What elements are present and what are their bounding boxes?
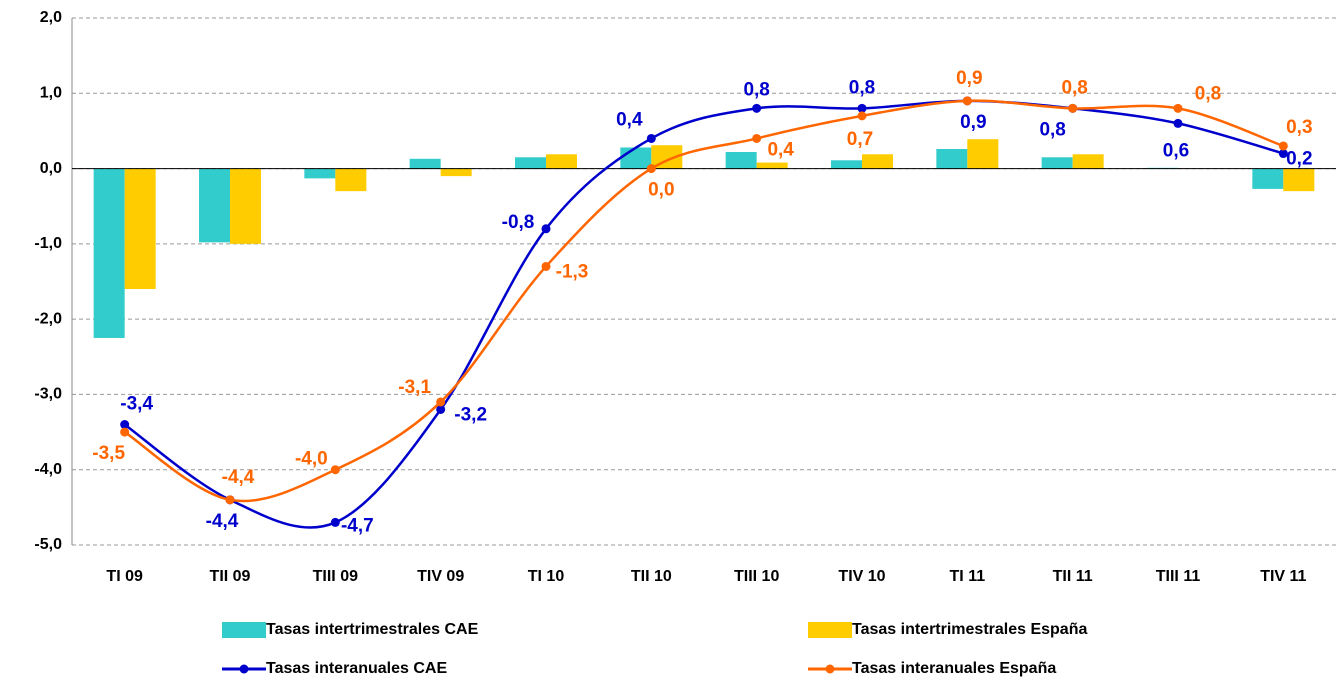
bar: [831, 160, 862, 169]
data-label: 0,9: [956, 68, 982, 89]
point: [1278, 149, 1288, 159]
x-tick-label: TIII 10: [734, 568, 779, 585]
point: [1173, 118, 1183, 128]
data-label: 0,8: [743, 79, 769, 100]
data-label: -4,4: [206, 511, 239, 532]
bar: [725, 152, 757, 169]
point: [1173, 103, 1183, 113]
point: [541, 224, 551, 234]
bar: [546, 154, 577, 169]
data-label: 0,3: [1286, 117, 1312, 138]
legend-swatch: [825, 664, 835, 674]
data-label: 0,8: [1061, 77, 1087, 98]
bar: [93, 168, 125, 338]
legend-swatch: [222, 622, 266, 638]
bar: [124, 168, 156, 290]
x-tick-label: TIII 11: [1156, 568, 1201, 585]
legend-label: Tasas intertrimestrales España: [852, 621, 1087, 638]
point: [752, 133, 762, 143]
bar: [967, 139, 999, 169]
data-label: -3,1: [398, 377, 431, 398]
y-tick-label: 2,0: [40, 9, 62, 26]
point: [1068, 103, 1078, 113]
point: [436, 397, 446, 407]
legend-swatch: [808, 622, 852, 638]
point: [225, 495, 235, 505]
bar: [304, 168, 336, 179]
bar: [335, 168, 367, 192]
legend-label: Tasas intertrimestrales CAE: [266, 621, 479, 638]
bar: [862, 154, 893, 169]
x-tick-label: TIII 09: [313, 568, 358, 585]
x-tick-label: TI 10: [528, 568, 565, 585]
x-tick-label: TIV 09: [417, 568, 464, 585]
y-tick-label: -1,0: [34, 235, 62, 252]
data-label: -3,5: [92, 443, 125, 464]
x-tick-label: TI 11: [950, 568, 986, 585]
y-tick-label: 0,0: [40, 160, 62, 177]
data-label: 0,7: [847, 129, 873, 150]
x-tick-label: TI 09: [106, 568, 143, 585]
point: [330, 517, 340, 527]
data-label: 0,8: [1039, 119, 1065, 140]
x-tick-label: TII 09: [210, 568, 251, 585]
y-tick-label: -3,0: [34, 386, 62, 403]
data-label: 0,6: [1163, 140, 1189, 161]
point: [962, 96, 972, 106]
point: [120, 427, 130, 437]
point: [857, 111, 867, 121]
bar: [936, 148, 968, 169]
point: [857, 103, 867, 113]
bar: [756, 162, 788, 169]
x-tick-label: TIV 10: [838, 568, 885, 585]
y-tick-label: 1,0: [40, 85, 62, 102]
bar: [651, 145, 683, 169]
data-label: -1,3: [556, 261, 589, 282]
y-tick-label: -2,0: [34, 310, 62, 327]
data-label: 0,8: [1195, 83, 1221, 104]
legend-swatch: [239, 664, 249, 674]
x-tick-label: TIV 11: [1260, 568, 1306, 585]
bar: [515, 157, 546, 169]
x-tick-label: TII 10: [631, 568, 672, 585]
point: [752, 103, 762, 113]
point: [541, 261, 551, 271]
point: [330, 465, 340, 475]
line: [123, 99, 1284, 503]
bar: [199, 168, 230, 243]
bar: [620, 147, 652, 169]
bar: [440, 168, 472, 177]
data-label: -3,4: [120, 394, 153, 415]
data-label: 0,2: [1286, 149, 1312, 170]
x-tick-label: TII 11: [1053, 568, 1093, 585]
bar: [409, 158, 441, 169]
data-label: -4,7: [341, 515, 374, 536]
data-label: 0,9: [960, 112, 986, 133]
bar: [1252, 168, 1284, 189]
point: [436, 404, 446, 414]
bar: [1041, 157, 1073, 169]
bar: [230, 168, 261, 244]
data-label: -4,4: [222, 467, 255, 488]
data-label: -0,8: [502, 212, 535, 233]
point: [1278, 141, 1288, 151]
point: [646, 164, 656, 174]
data-label: 0,4: [616, 109, 643, 130]
y-tick-label: -4,0: [34, 461, 62, 478]
data-label: 0,8: [849, 77, 875, 98]
data-label: 0,0: [648, 180, 674, 201]
data-label: -4,0: [295, 449, 328, 470]
legend-label: Tasas interanuales España: [852, 660, 1056, 677]
y-tick-label: -5,0: [34, 536, 62, 553]
bar: [1283, 168, 1315, 192]
point: [646, 133, 656, 143]
point: [120, 420, 130, 430]
data-label: -3,2: [454, 405, 487, 426]
data-label: 0,4: [767, 139, 794, 160]
legend-label: Tasas interanuales CAE: [266, 660, 447, 677]
bar: [1072, 154, 1104, 169]
